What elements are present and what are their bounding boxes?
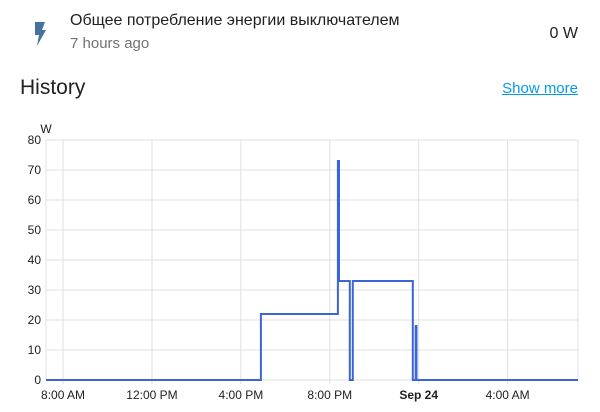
y-tick-label: 10 <box>28 343 42 357</box>
y-axis-label: W <box>40 122 52 136</box>
y-tick-label: 80 <box>28 133 42 147</box>
flash-icon <box>35 22 46 46</box>
x-tick-label: 4:00 AM <box>486 388 530 402</box>
x-tick-label: 12:00 PM <box>126 388 177 402</box>
show-more-link[interactable]: Show more <box>502 80 578 97</box>
y-tick-label: 0 <box>34 373 41 387</box>
x-tick-label: Sep 24 <box>399 388 438 402</box>
y-tick-label: 40 <box>28 253 42 267</box>
y-tick-label: 70 <box>28 163 42 177</box>
y-tick-label: 30 <box>28 283 42 297</box>
y-tick-label: 20 <box>28 313 42 327</box>
x-tick-label: 8:00 AM <box>41 388 85 402</box>
y-tick-label: 60 <box>28 193 42 207</box>
x-tick-label: 8:00 PM <box>307 388 352 402</box>
x-tick-label: 4:00 PM <box>219 388 264 402</box>
entity-state: 0 W <box>549 25 578 42</box>
y-tick-label: 50 <box>28 223 42 237</box>
history-title: History <box>20 76 86 99</box>
entity-name: Общее потребление энергии выключателем <box>70 12 400 29</box>
series-line <box>46 160 578 381</box>
last-changed: 7 hours ago <box>70 35 150 52</box>
